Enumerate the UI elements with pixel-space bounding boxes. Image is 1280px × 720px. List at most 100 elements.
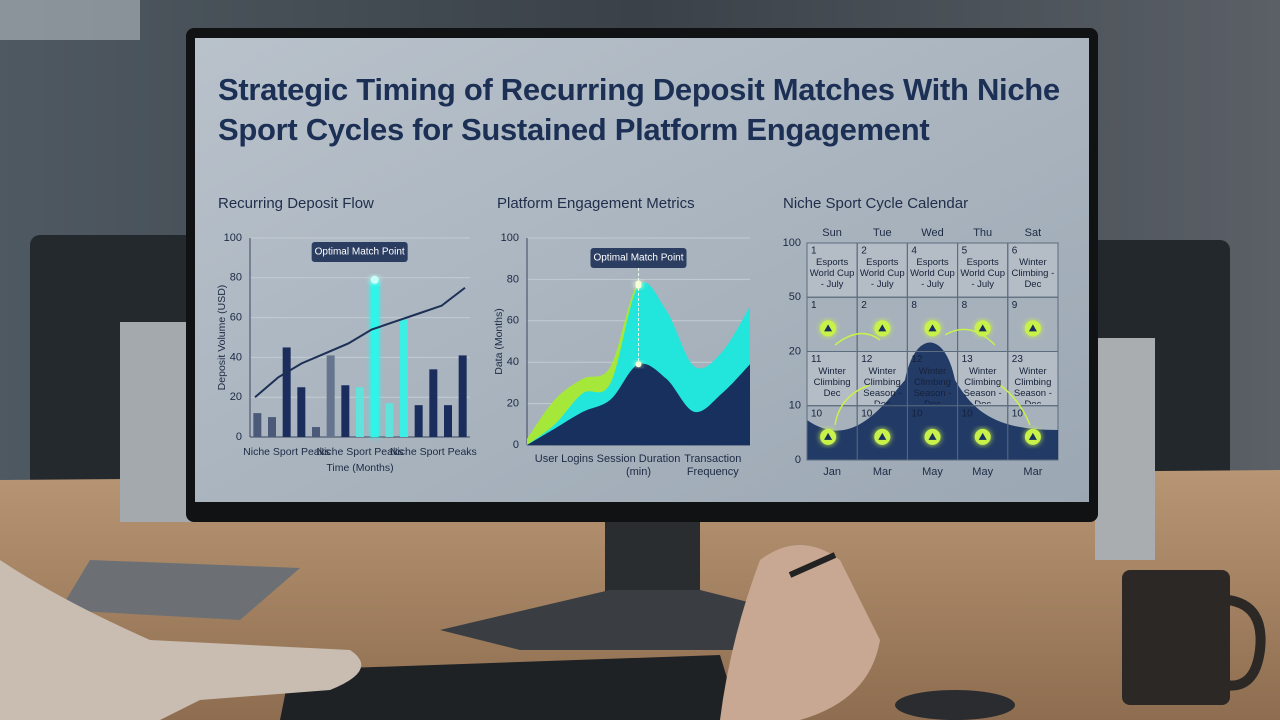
- event-icon-glyph: [928, 432, 937, 440]
- x-tick-label: Niche Sport Peaks: [390, 446, 477, 458]
- column-header: Sat: [1025, 227, 1042, 239]
- event-icon-glyph: [824, 432, 833, 440]
- season-curve: [807, 342, 1058, 460]
- day-number: 1: [811, 246, 817, 257]
- highlight-dot: [635, 361, 642, 368]
- cycle-arrow: [999, 384, 1031, 426]
- annotation-box: [311, 242, 408, 262]
- y-tick-label: 20: [789, 345, 801, 357]
- mug: [1122, 570, 1230, 705]
- x-tick-label: Session Duration (min): [596, 453, 681, 478]
- day-number: 2: [861, 300, 867, 311]
- event-icon-glyph: [928, 324, 937, 332]
- chart-title: Platform Engagement Metrics: [497, 195, 695, 212]
- bar: [458, 355, 467, 437]
- event-icon-glyph: [978, 432, 987, 440]
- bar: [268, 417, 276, 437]
- highlight-dot: [635, 282, 642, 289]
- cycle-arrow: [834, 384, 871, 426]
- month-label: Jan: [823, 466, 841, 478]
- event-label: Esports World Cup - July: [910, 257, 955, 290]
- y-axis-label: Deposit Volume (USD): [216, 285, 228, 391]
- bar: [429, 369, 438, 437]
- chart-title: Recurring Deposit Flow: [218, 195, 374, 212]
- trend-line: [254, 286, 466, 398]
- y-tick-label: 0: [795, 454, 801, 466]
- event-icon-glyph: [878, 324, 887, 332]
- day-number: 10: [911, 408, 923, 419]
- x-axis-label: Time (Months): [326, 462, 393, 474]
- y-tick-label: 50: [789, 291, 801, 303]
- bar: [341, 385, 350, 437]
- event-label: Esports World Cup - July: [960, 257, 1006, 290]
- y-tick-label: 40: [230, 351, 242, 363]
- x-tick-label: Niche Sport Peaks: [317, 446, 404, 458]
- cycle-arrow: [834, 332, 881, 346]
- bar: [326, 355, 335, 437]
- column-header: Thu: [973, 227, 992, 239]
- day-number: 2: [861, 246, 867, 257]
- day-number: 10: [1012, 408, 1024, 419]
- day-number: 12: [911, 354, 923, 365]
- cycle-arrow: [944, 328, 996, 346]
- annotation: Optimal Match Point: [315, 247, 405, 258]
- bar: [356, 387, 364, 437]
- day-number: 23: [1012, 354, 1024, 365]
- bar: [253, 413, 262, 437]
- day-number: 10: [861, 408, 873, 419]
- annotation-box: [590, 248, 687, 268]
- day-number: 12: [861, 354, 873, 365]
- pen: [788, 552, 837, 578]
- event-icon-glyph: [878, 432, 887, 440]
- day-number: 10: [962, 408, 974, 419]
- event-label: Winter Climbing Dec: [813, 365, 851, 399]
- column-header: Wed: [921, 227, 943, 239]
- y-tick-label: 80: [230, 272, 242, 284]
- event-label: Winter Climbing Season - Dec: [863, 365, 902, 404]
- hand: [0, 560, 362, 720]
- day-number: 1: [811, 300, 817, 311]
- y-tick-label: 0: [236, 431, 242, 443]
- day-number: 5: [962, 246, 968, 257]
- calendar-cell: [1007, 351, 1059, 407]
- tablet: [60, 560, 300, 620]
- y-tick-label: 80: [507, 273, 519, 285]
- event-label: Winter Climbing Season - Dec: [1013, 365, 1052, 404]
- laptop: [1095, 338, 1155, 560]
- calendar-cell: [1007, 242, 1059, 298]
- y-tick-label: 0: [513, 439, 519, 451]
- page-title: Strategic Timing of Recurring Deposit Ma…: [218, 72, 1060, 147]
- month-label: May: [922, 466, 943, 478]
- y-tick-label: 100: [783, 237, 801, 249]
- chart-title: Niche Sport Cycle Calendar: [783, 195, 968, 212]
- month-label: Mar: [1023, 466, 1042, 478]
- bar: [297, 387, 306, 437]
- mouse: [895, 690, 1015, 720]
- x-tick-label: Transaction Frequency: [684, 453, 742, 478]
- event-label: Winter Climbing Season - Dec: [913, 365, 952, 404]
- day-number: 8: [962, 300, 968, 311]
- bar: [312, 427, 320, 437]
- day-number: 4: [911, 246, 917, 257]
- day-number: 11: [811, 354, 822, 365]
- event-icon-glyph: [978, 324, 987, 332]
- bar: [370, 279, 379, 437]
- event-label: Esports World Cup - July: [809, 257, 855, 290]
- event-label: Esports World Cup - July: [859, 257, 905, 290]
- hand: [720, 545, 880, 720]
- y-tick-label: 100: [501, 232, 519, 244]
- y-tick-label: 60: [507, 315, 519, 327]
- day-number: 10: [811, 408, 823, 419]
- month-label: Mar: [873, 466, 892, 478]
- y-tick-label: 40: [507, 356, 519, 368]
- event-icon-glyph: [1028, 432, 1037, 440]
- event-label: Winter Climbing Season - Dec: [963, 365, 1002, 404]
- event-icon-glyph: [824, 324, 833, 332]
- bar: [400, 319, 408, 437]
- bar: [282, 347, 291, 437]
- annotation: Optimal Match Point: [593, 253, 683, 264]
- y-tick-label: 20: [507, 398, 519, 410]
- column-header: Sun: [822, 227, 842, 239]
